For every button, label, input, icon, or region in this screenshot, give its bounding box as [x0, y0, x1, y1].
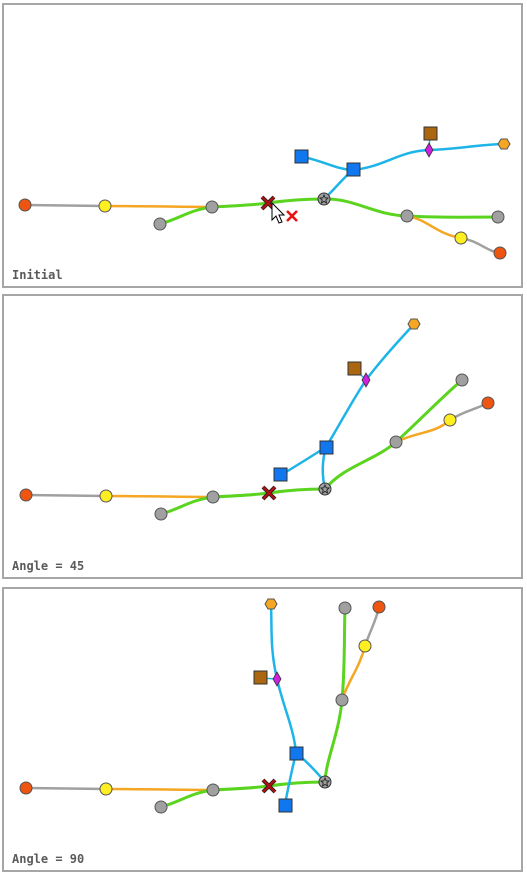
node-gray [154, 800, 168, 814]
star-junction-icon [318, 482, 332, 496]
edge-blue-down [283, 752, 298, 805]
node-yellow [98, 199, 112, 213]
node-yellow [99, 782, 113, 796]
node-gray [153, 217, 167, 231]
panel-angle-45: Angle = 45 [2, 294, 523, 579]
edge-orange-left [104, 204, 213, 209]
node-red [493, 246, 507, 260]
panel-angle-90: Angle = 90 [2, 587, 523, 872]
node-gray [335, 693, 349, 707]
node-orange-hexagon [497, 138, 511, 150]
star-junction-icon [318, 775, 332, 789]
edge-blue-left [301, 155, 354, 172]
node-magenta-diamond [272, 671, 282, 687]
node-yellow [454, 231, 468, 245]
node-gray [154, 507, 168, 521]
node-blue-square [294, 149, 309, 164]
cursor-arrow-icon [271, 201, 286, 224]
edge-green-branch [160, 788, 214, 809]
x-marker-icon [261, 778, 277, 794]
edge-orange-left [105, 494, 214, 499]
network-diagram-initial [18, 126, 511, 260]
edge-orange-left [105, 787, 214, 792]
node-gray [205, 200, 219, 214]
node-yellow [358, 639, 372, 653]
node-red [481, 396, 495, 410]
node-brown-square [423, 126, 438, 141]
node-gray [338, 601, 352, 615]
node-brown-square [253, 670, 268, 685]
x-marker-icon [261, 485, 277, 501]
node-red [372, 600, 386, 614]
node-magenta-diamond [424, 142, 434, 158]
edge-green-branch [160, 495, 214, 516]
panel-caption: Angle = 45 [12, 559, 85, 573]
node-blue-square [319, 440, 334, 455]
node-magenta-diamond [361, 372, 371, 388]
network-diagram-angle-45 [19, 318, 495, 521]
edge-green-right [323, 378, 463, 490]
node-orange-hexagon [407, 318, 421, 330]
node-brown-square [347, 361, 362, 376]
node-blue-square [273, 467, 288, 482]
node-red [18, 198, 32, 212]
network-diagram-angle-90 [19, 598, 386, 814]
panel-caption: Initial [12, 268, 63, 282]
node-yellow [99, 489, 113, 503]
node-yellow [443, 413, 457, 427]
node-gray [400, 209, 414, 223]
node-gray [455, 373, 469, 387]
node-gray [491, 210, 505, 224]
panel-initial: Initial [2, 3, 523, 288]
edge-gray-left [25, 493, 107, 498]
node-blue-square [278, 798, 293, 813]
node-red [19, 488, 33, 502]
edge-green-branch [159, 205, 213, 226]
star-junction-icon [317, 192, 331, 206]
node-gray [206, 783, 220, 797]
edge-gray-left [24, 203, 106, 208]
edge-orange-right [406, 214, 462, 240]
edge-blue-upper [324, 323, 415, 448]
red-x-icon [286, 210, 298, 222]
edge-blue-left [280, 445, 327, 477]
node-gray [389, 435, 403, 449]
node-orange-hexagon [264, 598, 278, 610]
edge-gray-left [25, 786, 107, 791]
node-blue-square [289, 746, 304, 761]
panel-caption: Angle = 90 [12, 852, 85, 866]
node-gray [206, 490, 220, 504]
node-red [19, 781, 33, 795]
node-blue-square [346, 162, 361, 177]
edge-orange-right [395, 419, 451, 444]
